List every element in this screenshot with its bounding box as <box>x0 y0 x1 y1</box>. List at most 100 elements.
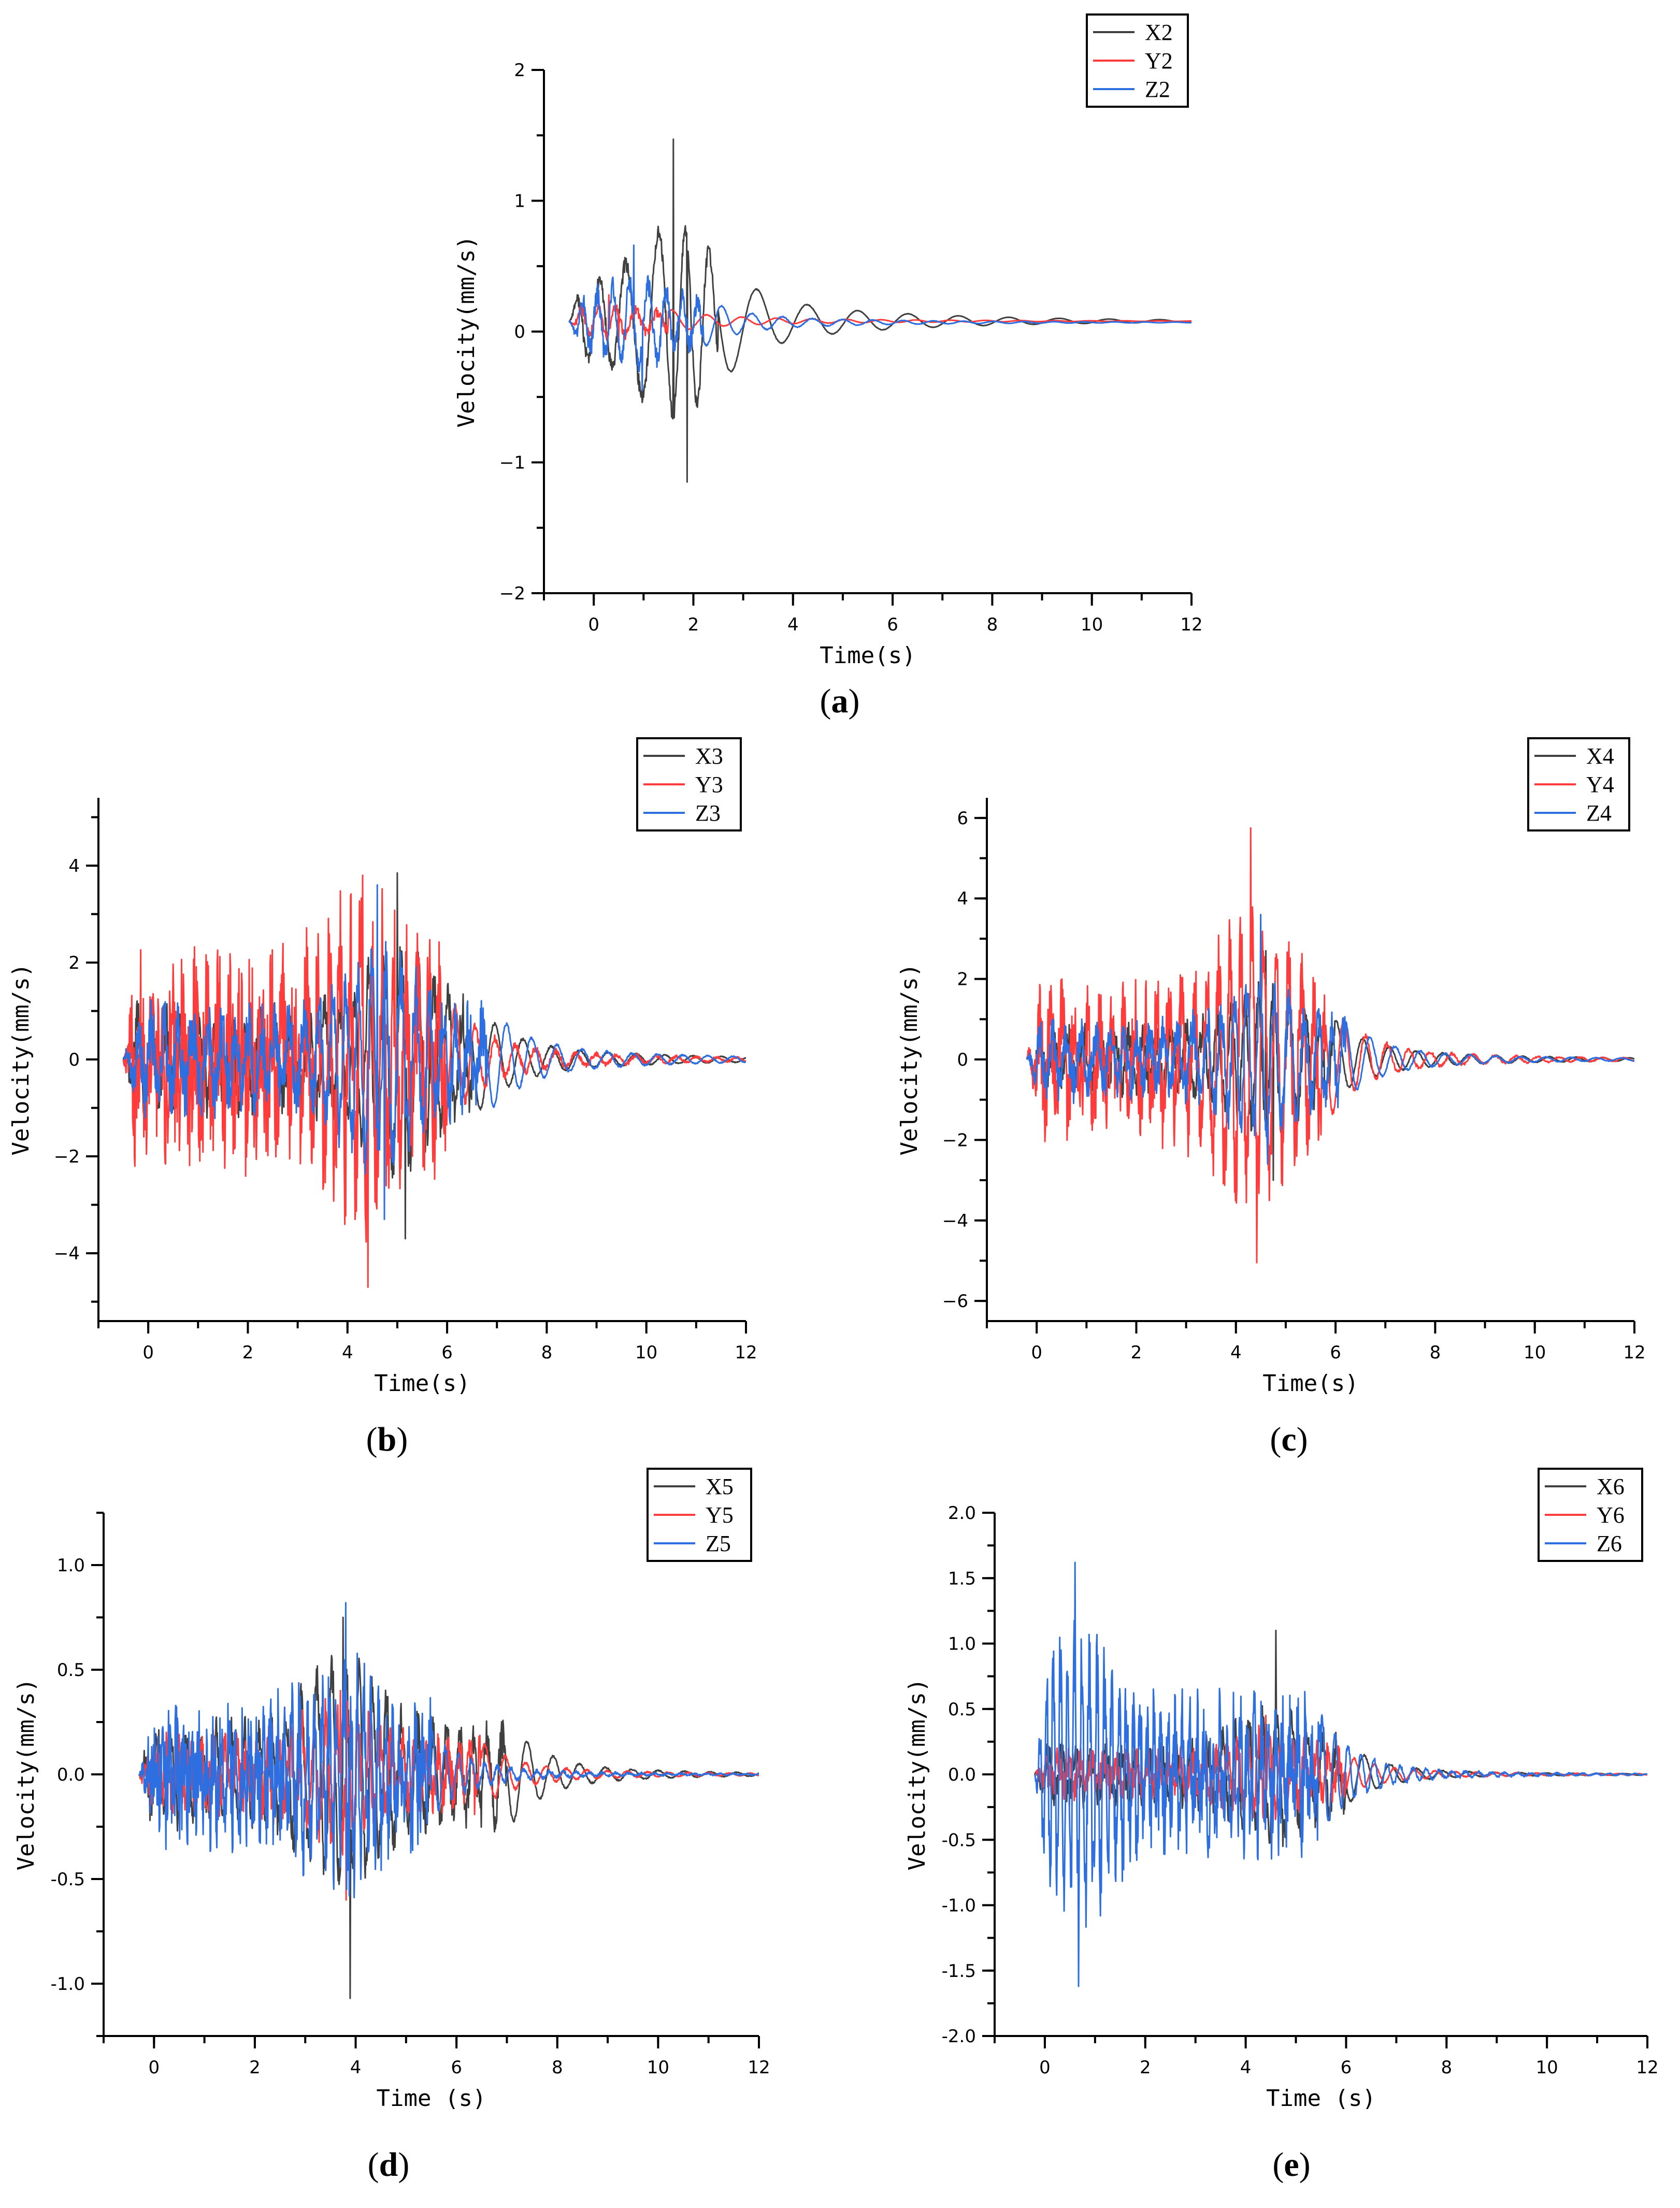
y-tick-label: −4 <box>54 1243 80 1264</box>
y-tick-label: 4 <box>68 856 80 877</box>
x-tick-label: 0 <box>588 614 599 635</box>
x-tick-label: 10 <box>1081 614 1103 635</box>
y-axis-title: Velocity(mm/s) <box>453 236 480 428</box>
x-axis-title: Time (s) <box>377 2085 486 2112</box>
series-line-z6 <box>1034 1561 1647 1987</box>
legend-entry-y3: Y3 <box>695 772 723 797</box>
panel-label-letter: d <box>379 2146 398 2184</box>
x-tick-label: 10 <box>1524 1342 1546 1363</box>
x-tick-label: 4 <box>787 614 799 635</box>
legend-entry-z3: Z3 <box>695 800 721 826</box>
chart-panel-e: 0 2 4 6 8 10 12 -2.0 -1.5 -1.0 -0.5 0.0 0.5 1.0 1.5 2.0… <box>904 1468 1659 2184</box>
series-line-y4 <box>1026 827 1634 1264</box>
panel-label-close-paren: ) <box>396 1421 408 1458</box>
series-line-z2 <box>568 244 1191 392</box>
chart-panel-b: 0 2 4 6 8 10 12 −4 −2 0 2 4 Time(s) Velocity(mm/s) X3 Y… <box>8 737 757 1458</box>
x-tick-label: 10 <box>1536 2057 1558 2078</box>
chart-panel-c: 0 2 4 6 8 10 12 −6 −4 −2 0 2 4 6 Time(s) Velocity(mm/s)… <box>896 737 1646 1458</box>
y-tick-label: 0.5 <box>948 1699 976 1720</box>
x-tick-label: 2 <box>242 1342 254 1363</box>
y-tick-label: 1.0 <box>57 1555 85 1576</box>
y-tick-label: -0.5 <box>942 1830 976 1851</box>
y-tick-label: −4 <box>942 1211 968 1231</box>
y-tick-label: −2 <box>942 1130 968 1151</box>
y-tick-label: -1.0 <box>942 1896 976 1916</box>
y-axis-title: Velocity(mm/s) <box>13 1679 39 1871</box>
panel-label-letter: e <box>1284 2146 1299 2184</box>
y-tick-label: 0 <box>514 322 525 342</box>
y-tick-label: 1 <box>514 191 525 212</box>
x-axis-title: Time (s) <box>1266 2085 1376 2112</box>
y-tick-label: 0.5 <box>57 1660 85 1681</box>
x-tick-label: 10 <box>647 2057 669 2078</box>
legend-entry-z6: Z6 <box>1597 1531 1622 1556</box>
panel-label: (c) <box>1270 1421 1308 1458</box>
legend-entry-y6: Y6 <box>1597 1502 1625 1528</box>
y-tick-label: -2.0 <box>942 2026 976 2047</box>
x-axis-title: Time(s) <box>1262 1370 1358 1397</box>
legend-entry-y2: Y2 <box>1145 48 1173 74</box>
x-tick-label: 12 <box>1636 2057 1658 2078</box>
y-axis-title: Velocity(mm/s) <box>896 964 923 1156</box>
x-tick-label: 8 <box>987 614 998 635</box>
x-tick-label: 4 <box>1240 2057 1252 2078</box>
y-axis-title: Velocity(mm/s) <box>8 964 34 1156</box>
panel-label-open-paren: ( <box>368 2146 379 2184</box>
series-line-y2 <box>568 294 1191 348</box>
x-tick-label: 2 <box>249 2057 261 2078</box>
x-axis-title: Time(s) <box>374 1370 470 1397</box>
series-group <box>138 1602 759 1999</box>
panel-label-open-paren: ( <box>1270 1421 1281 1458</box>
legend: X2 Y2 Z2 <box>1086 13 1189 108</box>
x-tick-label: 4 <box>350 2057 362 2078</box>
series-line-y3 <box>122 874 746 1288</box>
x-tick-label: 0 <box>1039 2057 1051 2078</box>
x-tick-label: 4 <box>342 1342 353 1363</box>
x-tick-label: 2 <box>688 614 699 635</box>
y-tick-label: 6 <box>957 808 968 829</box>
legend: X6 Y6 Z6 <box>1538 1468 1643 1562</box>
x-tick-label: 6 <box>451 2057 462 2078</box>
series-line-z5 <box>138 1602 759 1899</box>
panel-label-close-paren: ) <box>398 2146 409 2184</box>
x-tick-label: 2 <box>1131 1342 1142 1363</box>
y-tick-label: 0 <box>68 1050 80 1070</box>
panel-label: (d) <box>368 2146 410 2184</box>
y-tick-label: 0.0 <box>57 1765 85 1785</box>
x-tick-label: 4 <box>1230 1342 1242 1363</box>
y-tick-label: −2 <box>499 583 525 604</box>
panel-label-open-paren: ( <box>366 1421 378 1458</box>
y-tick-label: 2 <box>514 60 525 81</box>
series-group <box>122 872 746 1288</box>
legend-entry-y4: Y4 <box>1586 772 1614 797</box>
x-axis-title: Time(s) <box>820 642 915 669</box>
y-tick-label: −2 <box>54 1146 80 1167</box>
panel-label: (e) <box>1272 2146 1310 2184</box>
y-tick-label: 2 <box>68 953 80 973</box>
panel-label-letter: b <box>378 1421 397 1458</box>
legend-entry-x4: X4 <box>1586 743 1614 769</box>
series-line-z3 <box>123 884 746 1221</box>
y-tick-label: 0 <box>957 1050 968 1070</box>
legend-entry-x6: X6 <box>1597 1474 1625 1499</box>
x-tick-label: 8 <box>552 2057 563 2078</box>
x-tick-label: 12 <box>1623 1342 1645 1363</box>
y-tick-label: 2 <box>957 969 968 990</box>
x-tick-label: 12 <box>748 2057 770 2078</box>
panel-label-open-paren: ( <box>820 682 831 720</box>
panel-label-close-paren: ) <box>849 682 860 720</box>
legend-entry-y5: Y5 <box>706 1502 734 1528</box>
x-tick-label: 6 <box>441 1342 453 1363</box>
panel-label-letter: a <box>831 682 849 720</box>
panel-label-close-paren: ) <box>1299 2146 1311 2184</box>
chart-panel-a: 0 2 4 6 8 10 12−2−1012Time(s)Velocity(mm/s)X2Y… <box>453 13 1203 720</box>
x-tick-label: 0 <box>1031 1342 1042 1363</box>
x-tick-label: 0 <box>148 2057 160 2078</box>
series-line-x2 <box>568 138 1191 483</box>
x-tick-label: 8 <box>1430 1342 1441 1363</box>
y-tick-label: -1.0 <box>51 1974 85 1995</box>
legend-entry-x5: X5 <box>706 1474 734 1499</box>
y-tick-label: 1.5 <box>948 1568 976 1589</box>
legend: X3 Y3 Z3 <box>636 737 742 831</box>
